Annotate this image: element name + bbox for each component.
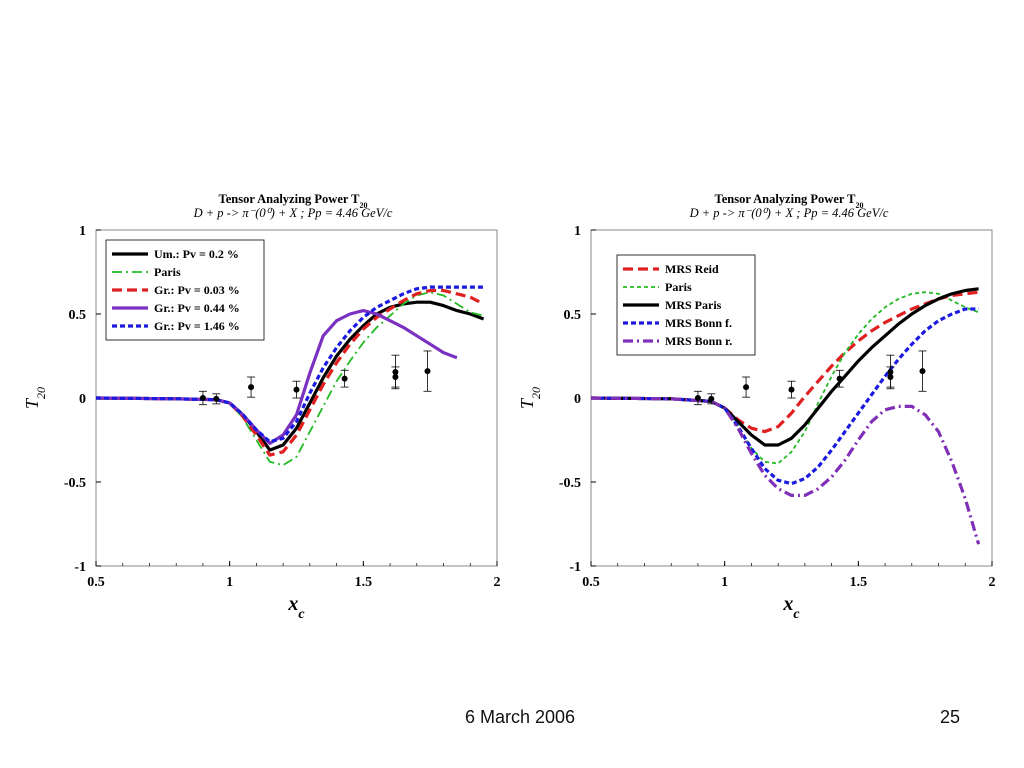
chart-subtitle: D + p -> π⁻(0⁰) + X ; Pp = 4.46 GeV/c (689, 206, 889, 220)
legend-label-2: Paris (154, 265, 181, 279)
y-tick-label: -1 (74, 560, 86, 575)
x-tick-label: 2 (494, 575, 501, 590)
data-point (787, 380, 796, 399)
x-axis-label: xc (287, 593, 305, 622)
y-axis-label: T20 (517, 387, 543, 409)
x-tick-label: 0.5 (582, 575, 600, 590)
data-point (391, 354, 400, 390)
data-marker (293, 386, 300, 393)
chart-subtitle: D + p -> π⁻(0⁰) + X ; Pp = 4.46 GeV/c (193, 206, 393, 220)
chart-title: Tensor Analyzing Power T20 (715, 192, 864, 210)
legend: Um.: Pv = 0.2 % Paris Gr.: Pv = 0.03 % Gr.:… (105, 239, 265, 341)
legend-label-5: Gr.: Pv = 1.46 % (154, 319, 240, 333)
series-line-5 (96, 285, 484, 444)
data-point (340, 369, 349, 388)
data-marker (213, 395, 220, 402)
data-marker (788, 386, 795, 393)
data-marker (248, 384, 255, 391)
legend-label-4: Gr.: Pv = 0.44 % (154, 301, 240, 315)
data-marker (919, 368, 926, 375)
data-point (212, 393, 221, 405)
data-point (835, 369, 844, 388)
series-line-5 (591, 396, 981, 545)
slide-date: 6 March 2006 (464, 707, 576, 727)
series-group (96, 285, 485, 467)
y-tick-label: -0.5 (64, 476, 86, 491)
x-tick-label: 0.5 (87, 575, 105, 590)
data-marker (743, 384, 750, 391)
data-point (198, 390, 207, 406)
legend-label-3: MRS Paris (665, 298, 722, 312)
y-tick-label: -1 (569, 560, 581, 575)
x-tick-label: 1 (721, 575, 728, 590)
data-marker (392, 368, 399, 375)
data-point (423, 350, 432, 392)
x-tick-label: 1.5 (850, 575, 868, 590)
x-tick-label: 1 (226, 575, 233, 590)
y-tick-label: -0.5 (559, 476, 581, 491)
x-tick-label: 1.5 (355, 575, 373, 590)
x-tick-label: 2 (989, 575, 996, 590)
y-tick-label: 0 (79, 392, 86, 407)
y-axis-label: T20 (22, 387, 48, 409)
legend-label-5: MRS Bonn r. (665, 334, 732, 348)
y-tick-label: 0 (574, 392, 581, 407)
legend-label-4: MRS Bonn f. (665, 316, 732, 330)
data-marker (424, 368, 431, 375)
series-line-4 (591, 307, 979, 486)
x-axis-label: xc (782, 593, 800, 622)
chart-title: Tensor Analyzing Power T20 (219, 192, 368, 210)
slide-page-number: 25 (939, 707, 961, 727)
data-point (707, 393, 716, 405)
y-tick-label: 1 (79, 224, 86, 239)
legend-label-3: Gr.: Pv = 0.03 % (154, 283, 240, 297)
y-tick-label: 0.5 (564, 308, 582, 323)
data-marker (199, 395, 206, 401)
data-marker (836, 375, 843, 382)
data-marker (694, 395, 701, 401)
legend-label-2: Paris (665, 280, 692, 294)
y-tick-label: 0.5 (69, 308, 87, 323)
data-point (693, 390, 702, 406)
data-marker (708, 395, 715, 402)
series-group (591, 287, 981, 545)
data-point (886, 354, 895, 390)
series-line-3 (591, 287, 979, 447)
data-point (918, 350, 927, 392)
data-marker (341, 375, 348, 382)
data-point (742, 376, 751, 398)
series-line-2 (96, 291, 484, 467)
legend-label-1: Um.: Pv = 0.2 % (154, 247, 239, 261)
legend: MRS Reid Paris MRS Paris MRS Bonn f. MRS Bon… (616, 254, 756, 356)
data-point (292, 380, 301, 399)
series-line-3 (96, 288, 485, 457)
data-marker (887, 368, 894, 375)
data-point (247, 376, 256, 398)
y-tick-label: 1 (574, 224, 581, 239)
legend-label-1: MRS Reid (665, 262, 719, 276)
